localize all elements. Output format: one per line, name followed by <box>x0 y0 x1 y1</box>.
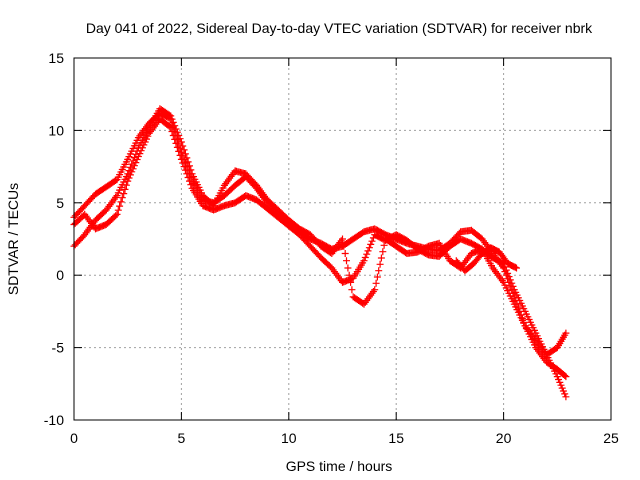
x-axis-label: GPS time / hours <box>286 458 393 474</box>
plus-markers <box>452 244 520 275</box>
y-tick-label: 15 <box>48 50 64 66</box>
y-tick-label: 10 <box>48 122 64 138</box>
x-tick-label: 20 <box>496 430 512 446</box>
x-axis: 0 5 10 15 20 25 <box>70 58 619 446</box>
x-tick-label: 10 <box>281 430 297 446</box>
x-tick-label: 5 <box>178 430 186 446</box>
x-tick-label: 25 <box>603 430 619 446</box>
data-points <box>70 105 570 401</box>
y-tick-label: 5 <box>56 195 64 211</box>
y-tick-label: 0 <box>56 267 64 283</box>
chart-title: Day 041 of 2022, Sidereal Day-to-day VTE… <box>86 20 593 36</box>
series-arc-4 <box>452 244 520 275</box>
y-tick-label: -10 <box>44 412 64 428</box>
x-tick-label: 15 <box>388 430 404 446</box>
y-axis: -10 -5 0 5 10 15 <box>44 50 611 428</box>
x-tick-label: 0 <box>70 430 78 446</box>
series-arc-3 <box>70 115 570 359</box>
plot-frame <box>73 57 612 421</box>
y-axis-label: SDTVAR / TECUs <box>5 183 21 295</box>
y-tick-label: -5 <box>52 340 65 356</box>
plus-markers <box>70 115 570 359</box>
